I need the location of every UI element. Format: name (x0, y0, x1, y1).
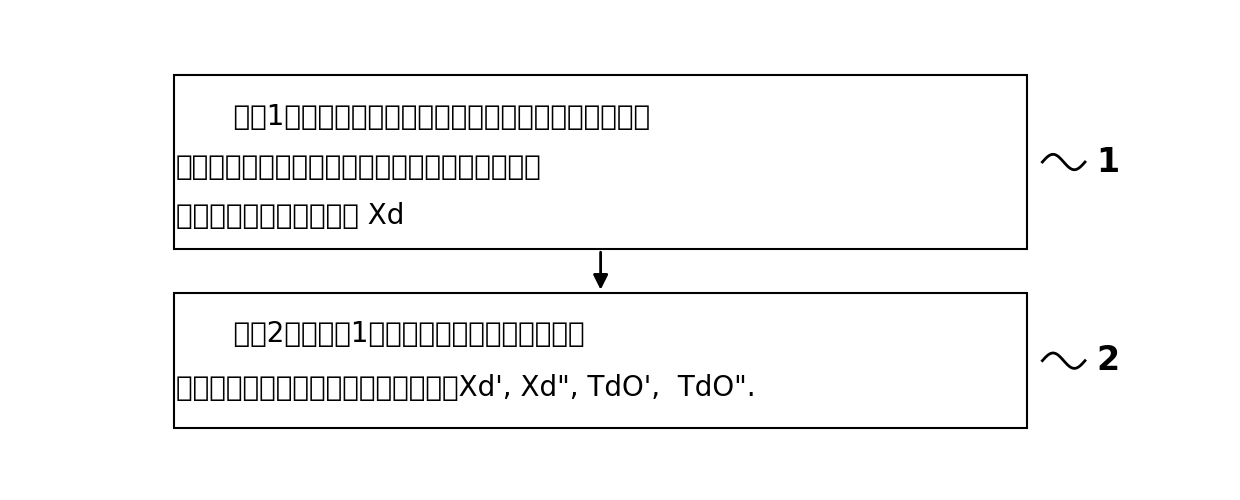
Text: 辨识出同步机的稳态参数 Xd: 辨识出同步机的稳态参数 Xd (176, 202, 404, 230)
Text: 步骤2：将步骤1辨识好的稳态参数固定，联合: 步骤2：将步骤1辨识好的稳态参数固定，联合 (197, 320, 584, 347)
Text: 2: 2 (1096, 344, 1120, 377)
Text: 1: 1 (1096, 146, 1120, 178)
Text: 现出较大的灵敏度，所以可以先利用三相机端扰动: 现出较大的灵敏度，所以可以先利用三相机端扰动 (176, 153, 542, 181)
Bar (175, 76, 1027, 248)
Bar (175, 294, 1027, 428)
Text: 切除电容器扰动和阶跃扰动，辨识参数Xd', Xd", TdO',  TdO".: 切除电容器扰动和阶跃扰动，辨识参数Xd', Xd", TdO', TdO". (176, 374, 755, 402)
Text: 步骤1：同步调相机的稳态参数在机端三相短路扰动下表: 步骤1：同步调相机的稳态参数在机端三相短路扰动下表 (197, 104, 650, 132)
